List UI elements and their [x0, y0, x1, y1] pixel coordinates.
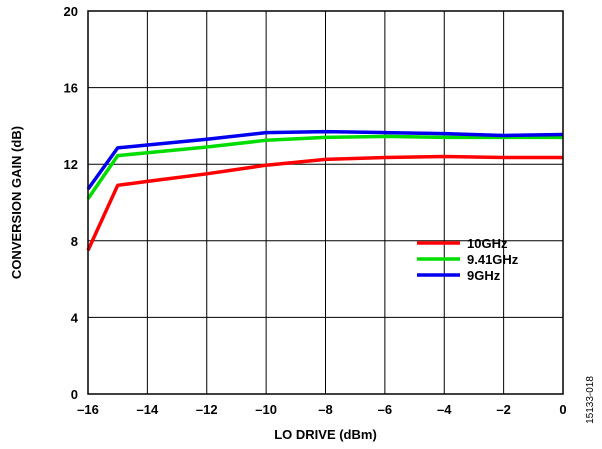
grid: [87, 10, 564, 395]
legend-label-9ghz: 9GHz: [467, 268, 501, 283]
y-tick-label: 12: [64, 157, 78, 172]
x-tick-label: –10: [255, 402, 277, 417]
y-tick-label: 8: [71, 234, 78, 249]
y-axis-ticks: 0 4 8 12 16 20: [64, 4, 79, 402]
x-tick-label: –2: [496, 402, 510, 417]
x-axis-title: LO DRIVE (dBm): [274, 427, 377, 442]
y-tick-label: 20: [64, 4, 78, 19]
series-lines: [86, 129, 564, 252]
series-line-9-41ghz: [86, 134, 563, 200]
x-tick-label: –4: [437, 402, 452, 417]
y-tick-label: 16: [64, 81, 78, 96]
legend-label-10ghz: 10GHz: [467, 236, 508, 251]
x-tick-label: 0: [559, 402, 566, 417]
figure-id: 15133-018: [585, 376, 596, 424]
x-tick-label: –16: [77, 402, 99, 417]
series-line-9ghz: [86, 129, 564, 191]
x-tick-label: –14: [137, 402, 159, 417]
x-tick-label: –12: [196, 402, 218, 417]
x-axis-ticks: –16 –14 –12 –10 –8 –6 –4 –2 0: [77, 402, 566, 417]
x-tick-label: –8: [318, 402, 332, 417]
series-line-10ghz: [86, 154, 563, 252]
x-tick-label: –6: [378, 402, 392, 417]
y-axis-title: CONVERSION GAIN (dB): [9, 126, 24, 279]
y-tick-label: 4: [71, 310, 79, 325]
plot-frame: [87, 10, 564, 395]
legend-label-9-41ghz: 9.41GHz: [467, 252, 519, 267]
y-tick-label: 0: [71, 387, 78, 402]
